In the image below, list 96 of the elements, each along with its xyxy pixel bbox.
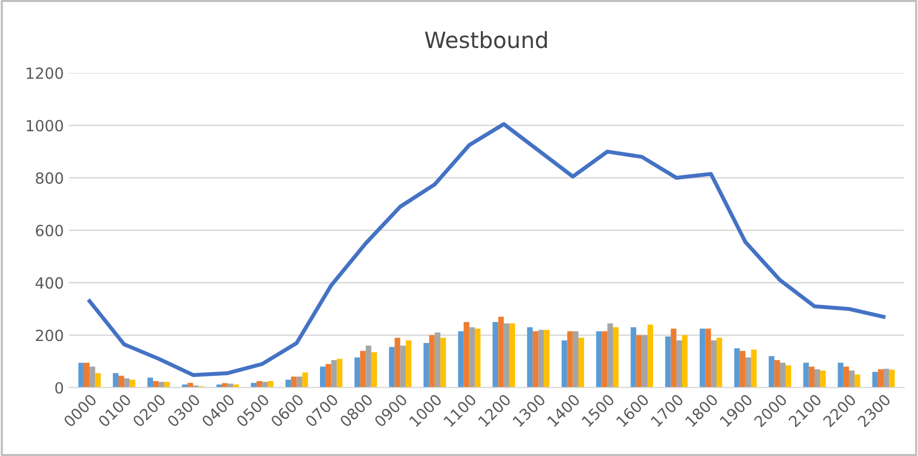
bar [147, 378, 153, 388]
bar [440, 338, 446, 388]
bar [285, 380, 292, 388]
bar [532, 331, 538, 388]
bar [78, 362, 84, 388]
bar [820, 370, 826, 388]
bar [716, 338, 722, 388]
bar [670, 328, 676, 388]
bar [705, 328, 711, 388]
bar [572, 331, 578, 388]
bar [602, 331, 608, 388]
bar [740, 350, 746, 388]
bar [878, 369, 884, 388]
bar [164, 382, 170, 388]
bar [464, 322, 470, 388]
bar [780, 362, 786, 388]
bar [291, 376, 297, 388]
bar [296, 376, 302, 388]
bar [814, 369, 820, 388]
bar [630, 327, 636, 388]
bar [124, 378, 130, 388]
bar [562, 340, 568, 388]
bar [152, 381, 159, 388]
bar [469, 327, 475, 388]
y-tick-label: 200 [36, 330, 63, 342]
bar [843, 366, 849, 388]
y-tick-label: 1000 [26, 120, 63, 132]
bar [326, 364, 332, 388]
y-tick-label: 1200 [26, 67, 63, 79]
bar [642, 335, 648, 388]
bar [90, 366, 96, 388]
bar [872, 372, 878, 388]
bar [458, 331, 464, 388]
bar [665, 336, 671, 388]
bar [808, 366, 814, 388]
bar [768, 356, 774, 388]
bar [474, 328, 480, 388]
bar [647, 324, 654, 388]
bar [854, 374, 860, 388]
bar [320, 366, 326, 388]
bar [302, 372, 308, 388]
y-tick-label: 800 [36, 172, 63, 184]
bar [389, 346, 395, 388]
y-tick-label: 600 [36, 224, 63, 236]
bar [786, 365, 792, 388]
bar [803, 362, 809, 388]
bar [612, 327, 619, 388]
bar [774, 360, 780, 388]
bar [838, 362, 844, 388]
bar [504, 323, 510, 388]
y-tick-label: 0 [55, 382, 63, 394]
bar [849, 370, 855, 388]
bar [567, 331, 573, 388]
bar [112, 373, 118, 388]
bar [262, 382, 268, 388]
bar [734, 348, 740, 388]
bar [400, 346, 406, 388]
bar [354, 357, 360, 388]
bar [268, 381, 274, 388]
bar [366, 346, 372, 388]
bar [256, 381, 262, 388]
bar [394, 338, 400, 388]
bar [331, 360, 337, 388]
bar [406, 340, 412, 388]
bar [84, 362, 90, 388]
bar [607, 323, 613, 388]
bar [130, 380, 136, 388]
bar [636, 335, 642, 388]
y-tick-label: 400 [36, 277, 63, 289]
bar [682, 335, 688, 388]
bar [544, 330, 550, 388]
bar [538, 330, 544, 388]
bar [371, 352, 377, 388]
bar [700, 328, 706, 388]
bar [527, 327, 533, 388]
line-series [88, 122, 886, 377]
bar [884, 368, 890, 388]
bar [578, 338, 584, 388]
bar [676, 340, 682, 388]
bar [360, 350, 366, 388]
bar [228, 384, 234, 388]
bar [424, 343, 430, 388]
bar [745, 357, 752, 388]
bar [751, 350, 757, 388]
bar [492, 322, 498, 388]
chart-title: Westbound [424, 31, 547, 48]
bar [118, 376, 124, 388]
bar [434, 332, 440, 388]
bar [596, 331, 602, 388]
bar [498, 316, 504, 388]
bar [710, 340, 717, 388]
bar [889, 370, 895, 388]
bar [429, 335, 435, 388]
bar [95, 373, 101, 388]
bar [336, 358, 342, 388]
bar [509, 323, 516, 388]
